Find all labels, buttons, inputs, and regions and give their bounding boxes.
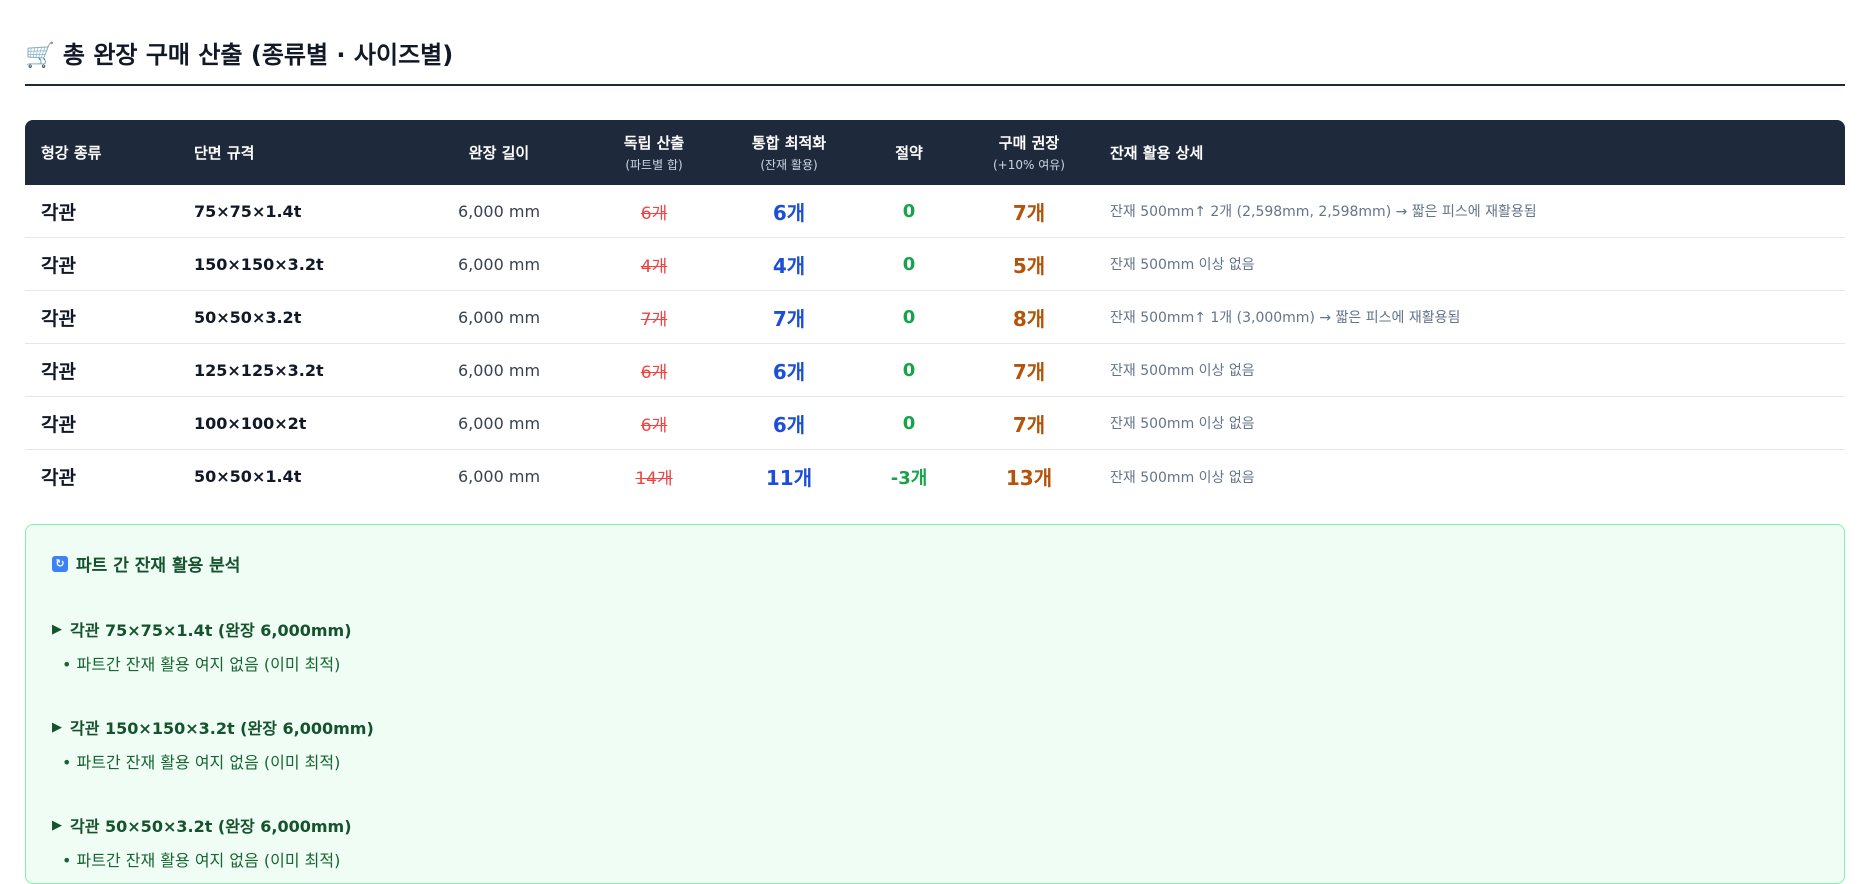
page: 🛒 총 완장 구매 산출 (종류별 · 사이즈별) 형강 종류 단면 규격 완장… bbox=[25, 40, 1845, 884]
cell-type: 각관 bbox=[25, 291, 178, 344]
col-header-recommend-label: 구매 권장 bbox=[998, 134, 1060, 152]
cell-independent: 4개 bbox=[584, 238, 724, 291]
cell-recommend: 5개 bbox=[964, 238, 1094, 291]
cell-optimized: 11개 bbox=[765, 466, 813, 490]
col-header-optimized-sub: (잔재 활용) bbox=[760, 158, 818, 172]
cell-spec: 100×100×2t bbox=[178, 397, 414, 450]
remnant-analysis-panel: ↻ 파트 간 잔재 활용 분석 ▶ 각관 75×75×1.4t (완장 6,00… bbox=[25, 524, 1845, 884]
cell-saving: 0 bbox=[854, 185, 964, 238]
table-row: 각관 75×75×1.4t 6,000 mm 6개 6개 0 7개 잔재 500… bbox=[25, 185, 1845, 238]
cell-independent: 7개 bbox=[584, 291, 724, 344]
cell-type: 각관 bbox=[25, 344, 178, 397]
table-row: 각관 150×150×3.2t 6,000 mm 4개 4개 0 5개 잔재 5… bbox=[25, 238, 1845, 291]
analysis-item: ▶ 각관 150×150×3.2t (완장 6,000mm) • 파트간 잔재 … bbox=[52, 715, 374, 773]
col-header-independent: 독립 산출 (파트별 합) bbox=[584, 120, 724, 185]
analysis-item-note: • 파트간 잔재 활용 여지 없음 (이미 최적) bbox=[62, 851, 341, 870]
cell-spec: 150×150×3.2t bbox=[178, 238, 414, 291]
cell-independent: 6개 bbox=[584, 397, 724, 450]
cell-optimized: 6개 bbox=[724, 344, 854, 397]
table-header-row: 형강 종류 단면 규격 완장 길이 독립 산출 (파트별 합) 통합 최적화 (… bbox=[25, 120, 1845, 185]
col-header-optimized: 통합 최적화 (잔재 활용) bbox=[724, 120, 854, 185]
col-header-detail-label: 잔재 활용 상세 bbox=[1110, 144, 1204, 162]
col-header-length: 완장 길이 bbox=[414, 120, 584, 185]
page-title-text: 총 완장 구매 산출 (종류별 · 사이즈별) bbox=[62, 41, 454, 69]
cell-optimized: 7개 bbox=[724, 291, 854, 344]
page-title: 🛒 총 완장 구매 산출 (종류별 · 사이즈별) bbox=[25, 40, 1845, 86]
cell-independent: 6개 bbox=[584, 185, 724, 238]
refresh-icon: ↻ bbox=[52, 555, 68, 572]
col-header-recommend: 구매 권장 (+10% 여유) bbox=[964, 120, 1094, 185]
table-row: 각관 100×100×2t 6,000 mm 6개 6개 0 7개 잔재 500… bbox=[25, 397, 1845, 450]
shopping-cart-icon: 🛒 bbox=[25, 41, 55, 69]
cell-saving: 0 bbox=[854, 397, 964, 450]
cell-saving: 0 bbox=[854, 238, 964, 291]
analysis-item-heading-text: 각관 75×75×1.4t (완장 6,000mm) bbox=[70, 621, 352, 640]
cell-spec: 50×50×1.4t bbox=[194, 467, 302, 486]
cell-detail: 잔재 500mm 이상 없음 bbox=[1094, 238, 1845, 291]
cell-type: 각관 bbox=[25, 185, 178, 238]
analysis-item: ▶ 각관 75×75×1.4t (완장 6,000mm) • 파트간 잔재 활용… bbox=[52, 617, 352, 675]
cell-length: 6,000 mm bbox=[414, 397, 584, 450]
col-header-detail: 잔재 활용 상세 bbox=[1094, 120, 1845, 185]
cell-saving: -3개 bbox=[890, 467, 928, 489]
cell-detail: 잔재 500mm↑ 2개 (2,598mm, 2,598mm) → 짧은 피스에… bbox=[1094, 185, 1845, 238]
cell-length: 6,000 mm bbox=[414, 185, 584, 238]
col-header-recommend-sub: (+10% 여유) bbox=[993, 158, 1065, 172]
cell-detail: 잔재 500mm 이상 없음 bbox=[1094, 344, 1845, 397]
triangle-right-icon: ▶ bbox=[52, 719, 62, 735]
table-row: 각관 50×50×3.2t 6,000 mm 7개 7개 0 8개 잔재 500… bbox=[25, 291, 1845, 344]
triangle-right-icon: ▶ bbox=[52, 817, 62, 833]
cell-type: 각관 bbox=[25, 238, 178, 291]
cell-optimized: 6개 bbox=[724, 397, 854, 450]
analysis-item-heading: ▶ 각관 150×150×3.2t (완장 6,000mm) bbox=[52, 715, 374, 739]
analysis-item-heading-text: 각관 150×150×3.2t (완장 6,000mm) bbox=[70, 719, 374, 738]
cell-saving: 0 bbox=[854, 291, 964, 344]
triangle-right-icon: ▶ bbox=[52, 621, 62, 637]
analysis-item-heading: ▶ 각관 75×75×1.4t (완장 6,000mm) bbox=[52, 617, 352, 641]
col-header-length-label: 완장 길이 bbox=[468, 144, 530, 162]
cell-recommend: 8개 bbox=[964, 291, 1094, 344]
cell-recommend: 13개 bbox=[1005, 466, 1053, 490]
analysis-item-note: • 파트간 잔재 활용 여지 없음 (이미 최적) bbox=[62, 753, 341, 772]
cell-spec: 75×75×1.4t bbox=[178, 185, 414, 238]
col-header-type-label: 형강 종류 bbox=[41, 144, 102, 162]
cell-independent: 6개 bbox=[584, 344, 724, 397]
analysis-item-note: • 파트간 잔재 활용 여지 없음 (이미 최적) bbox=[62, 655, 341, 674]
analysis-item: ▶ 각관 50×50×3.2t (완장 6,000mm) • 파트간 잔재 활용… bbox=[52, 813, 352, 871]
cell-length: 6,000 mm bbox=[414, 238, 584, 291]
col-header-saving: 절약 bbox=[854, 120, 964, 185]
cell-detail: 잔재 500mm 이상 없음 bbox=[1094, 397, 1845, 450]
cell-type: 각관 bbox=[25, 397, 178, 450]
cell-saving: 0 bbox=[854, 344, 964, 397]
cell-length: 6,000 mm bbox=[414, 291, 584, 344]
purchase-table: 형강 종류 단면 규격 완장 길이 독립 산출 (파트별 합) 통합 최적화 (… bbox=[25, 120, 1845, 503]
col-header-independent-label: 독립 산출 bbox=[623, 134, 685, 152]
table-row: 각관 125×125×3.2t 6,000 mm 6개 6개 0 7개 잔재 5… bbox=[25, 344, 1845, 397]
col-header-saving-label: 절약 bbox=[895, 144, 923, 162]
panel-title: ↻ 파트 간 잔재 활용 분석 bbox=[52, 551, 240, 576]
cell-detail: 잔재 500mm 이상 없음 bbox=[1110, 469, 1255, 486]
cell-length: 6,000 mm bbox=[457, 467, 541, 486]
cell-recommend: 7개 bbox=[964, 185, 1094, 238]
analysis-item-heading: ▶ 각관 50×50×3.2t (완장 6,000mm) bbox=[52, 813, 352, 837]
cell-optimized: 6개 bbox=[724, 185, 854, 238]
cell-length: 6,000 mm bbox=[414, 344, 584, 397]
col-header-spec: 단면 규격 bbox=[178, 120, 414, 185]
cell-type: 각관 bbox=[41, 467, 76, 489]
panel-title-text: 파트 간 잔재 활용 분석 bbox=[76, 556, 241, 576]
cell-recommend: 7개 bbox=[964, 344, 1094, 397]
table-row: 각관 50×50×1.4t 6,000 mm 14개 11개 -3개 13개 잔… bbox=[25, 450, 1845, 503]
analysis-item-heading-text: 각관 50×50×3.2t (완장 6,000mm) bbox=[70, 817, 352, 836]
col-header-independent-sub: (파트별 합) bbox=[625, 158, 683, 172]
cell-optimized: 4개 bbox=[724, 238, 854, 291]
col-header-optimized-label: 통합 최적화 bbox=[751, 134, 827, 152]
col-header-spec-label: 단면 규격 bbox=[194, 144, 255, 162]
cell-spec: 50×50×3.2t bbox=[178, 291, 414, 344]
cell-recommend: 7개 bbox=[964, 397, 1094, 450]
cell-detail: 잔재 500mm↑ 1개 (3,000mm) → 짧은 피스에 재활용됨 bbox=[1094, 291, 1845, 344]
col-header-type: 형강 종류 bbox=[25, 120, 178, 185]
cell-spec: 125×125×3.2t bbox=[178, 344, 414, 397]
cell-independent: 14개 bbox=[635, 469, 673, 489]
